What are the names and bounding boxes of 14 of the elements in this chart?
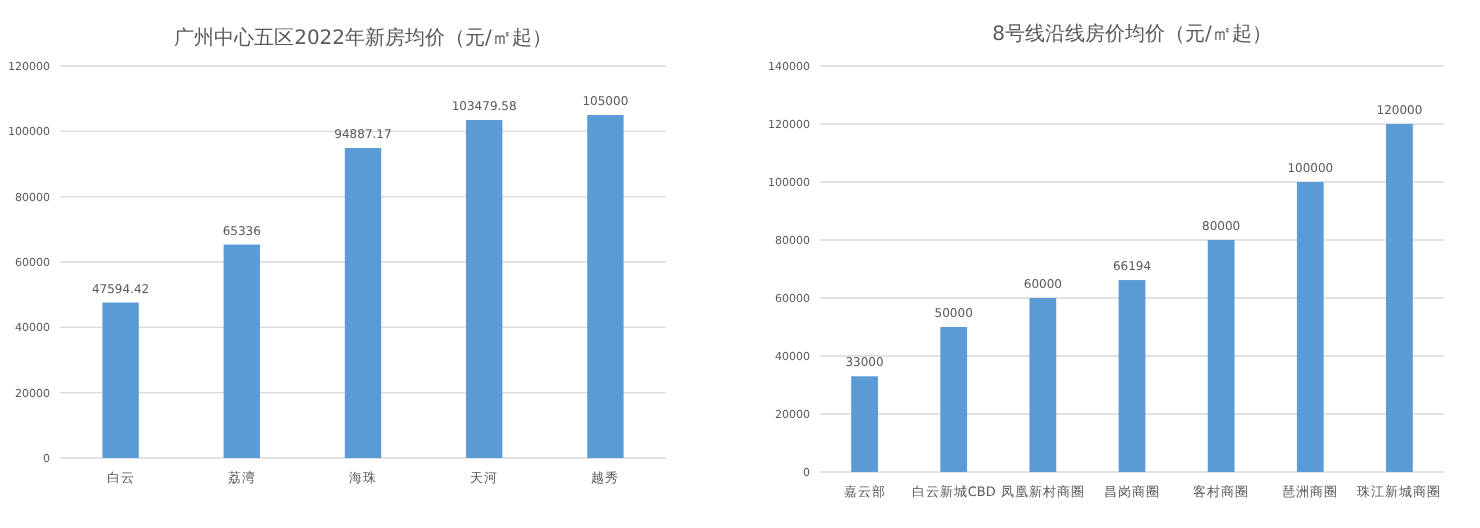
bar <box>1296 182 1324 472</box>
bar <box>1118 280 1146 472</box>
bar <box>1207 240 1235 472</box>
bar <box>223 244 260 458</box>
bar <box>851 376 878 472</box>
bar <box>344 148 382 458</box>
chart-title: 8号线沿线房价均价（元/㎡起） <box>992 22 1272 46</box>
bar <box>1386 124 1413 472</box>
bar <box>940 327 968 472</box>
bar <box>466 119 503 458</box>
bar <box>102 302 139 458</box>
bar <box>587 115 624 458</box>
bar <box>1029 298 1057 472</box>
chart-title: 广州中心五区2022年新房均价（元/㎡起） <box>174 26 552 50</box>
